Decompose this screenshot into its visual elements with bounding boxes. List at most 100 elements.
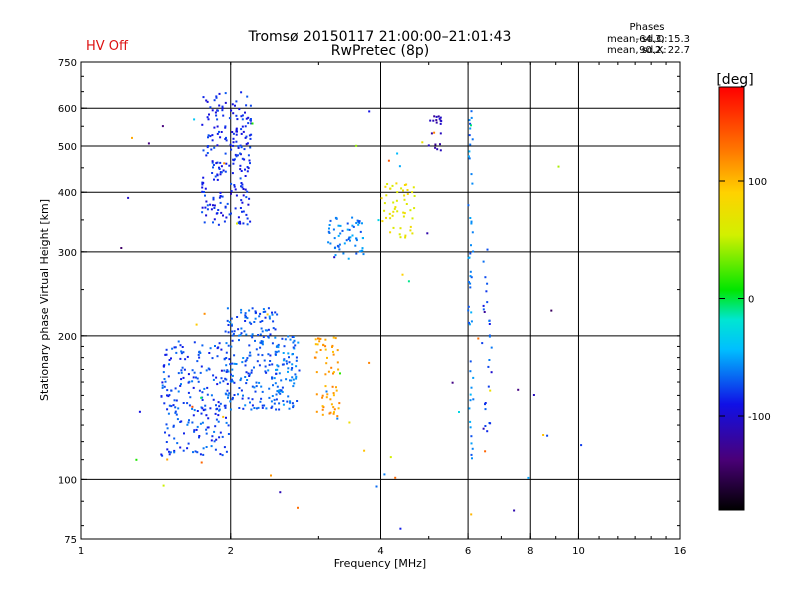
data-point (233, 362, 236, 365)
data-point (230, 345, 233, 348)
data-point (245, 196, 248, 199)
data-point (248, 309, 251, 312)
data-point (405, 203, 408, 205)
data-point (215, 408, 218, 411)
data-point (224, 330, 227, 333)
data-point (487, 385, 490, 388)
data-point (255, 348, 258, 351)
data-point (216, 109, 219, 112)
data-point (215, 162, 218, 165)
data-point (202, 409, 205, 412)
data-point (287, 335, 290, 338)
data-point (167, 412, 170, 415)
phases-o-values: -64.3, 15.3 (636, 34, 691, 45)
data-point (161, 125, 164, 128)
data-point (321, 394, 324, 397)
data-point (336, 417, 339, 420)
data-point (253, 407, 256, 409)
data-point (193, 341, 196, 344)
data-point (486, 301, 489, 304)
data-point (247, 122, 250, 125)
data-point (471, 182, 474, 185)
data-point (181, 346, 184, 348)
data-point (262, 311, 265, 313)
data-point (438, 117, 441, 120)
data-point (223, 220, 226, 223)
data-point (245, 333, 248, 336)
data-point (196, 377, 199, 380)
data-point (235, 130, 238, 133)
data-point (201, 206, 204, 209)
data-point (262, 308, 265, 311)
data-point (387, 159, 390, 162)
data-point (245, 371, 248, 374)
data-point (273, 398, 276, 401)
data-point (351, 234, 354, 237)
x-axis-label: Frequency [MHz] (334, 557, 426, 570)
data-point (177, 390, 180, 393)
data-point (244, 312, 247, 315)
data-point (214, 175, 217, 178)
data-point (230, 182, 233, 185)
data-point (288, 361, 291, 364)
x-tick-label: 16 (674, 546, 687, 557)
data-point (268, 396, 271, 399)
data-point (127, 196, 130, 199)
data-point (162, 371, 165, 374)
data-point (332, 372, 334, 375)
data-point (238, 387, 241, 389)
data-point (295, 375, 298, 378)
data-point (213, 99, 216, 102)
data-point (249, 162, 251, 165)
y-axis-label: Stationary phase Virtual Height [km] (38, 199, 51, 401)
data-point (394, 476, 397, 479)
data-point (224, 101, 227, 104)
data-point (186, 402, 189, 405)
data-point (260, 340, 263, 343)
data-point (290, 368, 293, 371)
data-point (335, 389, 338, 392)
data-point (232, 141, 235, 144)
data-point (236, 222, 238, 225)
data-point (232, 144, 234, 147)
data-point (332, 406, 335, 409)
data-point (315, 393, 318, 396)
data-point (235, 155, 238, 158)
data-point (214, 412, 217, 415)
data-point (192, 376, 195, 379)
data-point (329, 398, 332, 401)
data-point (319, 349, 322, 351)
data-point (339, 232, 342, 235)
data-point (270, 400, 273, 403)
data-point (247, 154, 250, 157)
data-point (233, 330, 236, 333)
data-point (221, 195, 224, 198)
data-point (469, 127, 472, 130)
data-point (213, 204, 216, 207)
data-point (321, 396, 324, 399)
data-point (246, 95, 249, 98)
data-point (206, 393, 209, 396)
data-point (224, 138, 227, 140)
data-point (272, 327, 275, 330)
data-point (233, 185, 236, 188)
data-point (138, 410, 141, 413)
data-point (202, 447, 205, 450)
data-point (239, 164, 242, 167)
data-point (279, 491, 282, 494)
data-point (247, 372, 250, 375)
data-point (216, 161, 219, 164)
data-point (434, 143, 437, 146)
data-point (251, 398, 254, 401)
data-point (187, 391, 190, 394)
data-point (227, 396, 229, 399)
data-point (368, 110, 371, 113)
data-point (246, 357, 249, 360)
data-point (231, 396, 234, 399)
data-point (191, 421, 194, 424)
data-point (241, 210, 243, 213)
data-point (213, 178, 215, 181)
data-point (179, 344, 182, 347)
data-point (470, 244, 472, 247)
data-point (237, 145, 240, 148)
